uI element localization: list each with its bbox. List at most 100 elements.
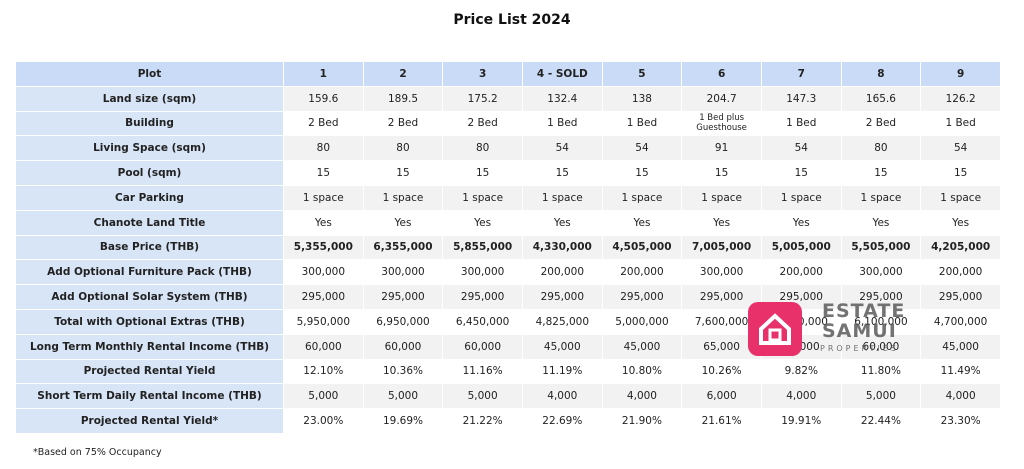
cell: 200,000 [920, 259, 1001, 286]
cell: 11.80% [840, 358, 922, 385]
cell: 45,000 [920, 333, 1001, 360]
table-row: Car Parking 1 space 1 space 1 space 1 space 1… [15, 184, 1001, 211]
header-cell: 6 [681, 61, 762, 87]
table-row: Living Space (sqm) 80 80 80 54 54 91 54 80 54 [15, 135, 1001, 162]
cell: 54 [760, 135, 842, 162]
cell: 300,000 [362, 259, 444, 286]
header-cell: 1 [283, 61, 364, 87]
table-row: Building 2 Bed 2 Bed 2 Bed 1 Bed 1 Bed 1 Bed p… [15, 110, 1001, 137]
cell: 5,000,000 [601, 308, 683, 335]
cell: 80 [442, 135, 523, 162]
cell: 295,000 [681, 284, 762, 310]
cell: 4,505,000 [601, 234, 683, 261]
cell: 10.80% [601, 358, 683, 385]
cell: 5,000 [283, 383, 364, 410]
cell: 295,000 [362, 284, 444, 310]
cell: 4,825,000 [521, 308, 603, 335]
cell: Yes [681, 209, 762, 236]
cell: 45,000 [601, 333, 683, 360]
cell: 15 [840, 160, 922, 186]
cell: 4,205,000 [920, 234, 1001, 261]
cell: 60,000 [442, 333, 523, 360]
cell: 11.19% [521, 358, 603, 385]
cell: 2 Bed [362, 110, 444, 137]
cell: 5,000 [442, 383, 523, 410]
row-label: Car Parking [15, 184, 284, 211]
cell: 138 [601, 85, 683, 112]
row-label: Land size (sqm) [15, 85, 284, 112]
cell: 6,450,000 [442, 308, 523, 335]
watermark-line: PROPERTIES [820, 344, 899, 353]
row-label: Add Optional Furniture Pack (THB) [15, 259, 284, 286]
header-cell: 9 [920, 61, 1001, 87]
cell: 11.49% [920, 358, 1001, 385]
cell: 159.6 [283, 85, 364, 112]
cell: 7,005,000 [681, 234, 762, 261]
cell: 4,000 [601, 383, 683, 410]
cell: 10.36% [362, 358, 444, 385]
cell: 19.91% [760, 408, 842, 434]
table-row: Projected Rental Yield* 23.00% 19.69% 21.22… [15, 408, 1001, 434]
cell: 91 [681, 135, 762, 162]
cell: 132.4 [521, 85, 603, 112]
cell: 200,000 [601, 259, 683, 286]
cell: 1 Bed plus Guesthouse [681, 110, 762, 137]
cell: 5,000 [362, 383, 444, 410]
cell: 5,355,000 [283, 234, 364, 261]
cell: 300,000 [442, 259, 523, 286]
cell: 1 space [840, 184, 922, 211]
cell: 12.10% [283, 358, 364, 385]
table-row: Add Optional Furniture Pack (THB) 300,000… [15, 259, 1001, 286]
cell: 295,000 [840, 284, 922, 310]
cell: 11.16% [442, 358, 523, 385]
cell: 60,000 [283, 333, 364, 360]
cell: 15 [760, 160, 842, 186]
header-cell: Plot [15, 61, 284, 87]
row-label: Building [15, 110, 284, 137]
table-row: Add Optional Solar System (THB) 295,000 29… [15, 284, 1001, 310]
row-label: Projected Rental Yield* [15, 408, 284, 434]
row-label: Total with Optional Extras (THB) [15, 308, 284, 335]
cell: 200,000 [760, 259, 842, 286]
header-cell: 3 [442, 61, 523, 87]
cell: 126.2 [920, 85, 1001, 112]
table-row: Base Price (THB) 5,355,000 6,355,000 5,855,… [15, 234, 1001, 261]
cell: 4,330,000 [521, 234, 603, 261]
cell: 5,855,000 [442, 234, 523, 261]
cell: 54 [601, 135, 683, 162]
row-label: Projected Rental Yield [15, 358, 284, 385]
cell: 4,700,000 [920, 308, 1001, 335]
cell: 6,100,000 [840, 308, 922, 335]
cell: 9.82% [760, 358, 842, 385]
cell: 165.6 [840, 85, 922, 112]
cell: 1 space [920, 184, 1001, 211]
row-label: Living Space (sqm) [15, 135, 284, 162]
logo [748, 302, 802, 356]
cell: 1 Bed [760, 110, 842, 137]
cell: 295,000 [920, 284, 1001, 310]
cell: 60,000 [362, 333, 444, 360]
table-row: Short Term Daily Rental Income (THB) 5,00… [15, 383, 1001, 410]
cell: 1 space [442, 184, 523, 211]
cell: 4,000 [760, 383, 842, 410]
cell: 2 Bed [840, 110, 922, 137]
cell: 15 [920, 160, 1001, 186]
cell: 5,005,000 [760, 234, 842, 261]
cell: 45,000 [521, 333, 603, 360]
cell: Yes [840, 209, 922, 236]
cell: 80 [840, 135, 922, 162]
cell: Yes [521, 209, 603, 236]
cell: 1 Bed [521, 110, 603, 137]
table-row: Chanote Land Title Yes Yes Yes Yes Yes Yes Yes Y… [15, 209, 1001, 236]
cell: 1 space [601, 184, 683, 211]
header-cell: 4 - SOLD [521, 61, 603, 87]
price-table: Plot 1 2 3 4 - SOLD 5 6 7 8 9 Land size (sqm) 159.6… [15, 61, 1001, 434]
cell: 2 Bed [442, 110, 523, 137]
row-label: Pool (sqm) [15, 160, 284, 186]
cell: 80 [283, 135, 364, 162]
cell: 22.44% [840, 408, 922, 434]
cell: 4,000 [521, 383, 603, 410]
cell: 2 Bed [283, 110, 364, 137]
header-cell: 5 [601, 61, 683, 87]
